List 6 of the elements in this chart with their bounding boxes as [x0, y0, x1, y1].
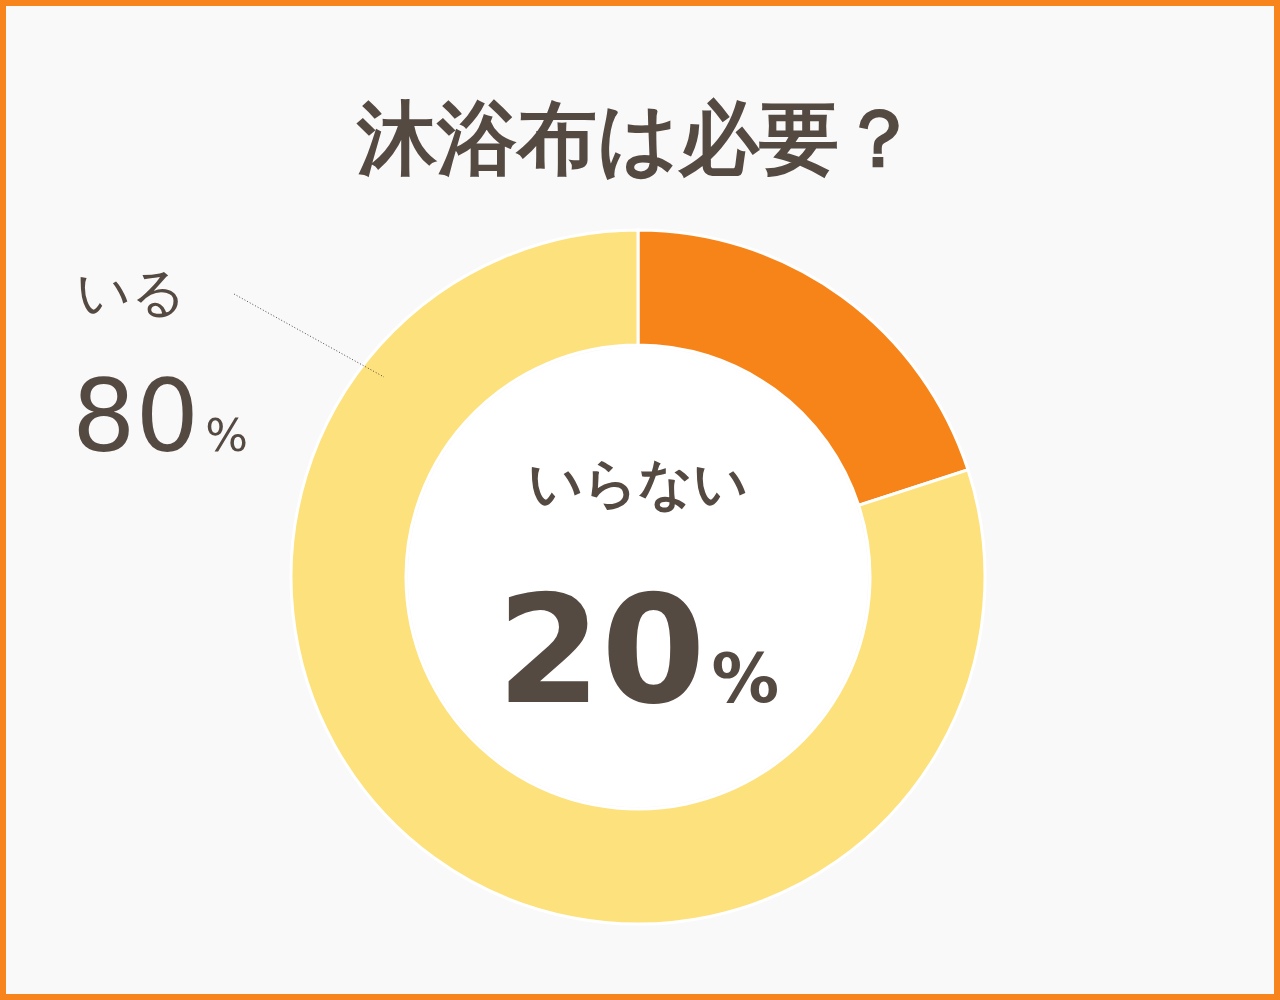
donut-slice — [289, 228, 986, 926]
data-label: 20% — [496, 563, 780, 737]
chart-title: 沐浴布は必要？ — [356, 92, 919, 185]
slice-label: いる — [76, 261, 186, 324]
slice-label: いらない — [528, 452, 748, 515]
data-label: 80% — [72, 358, 249, 475]
